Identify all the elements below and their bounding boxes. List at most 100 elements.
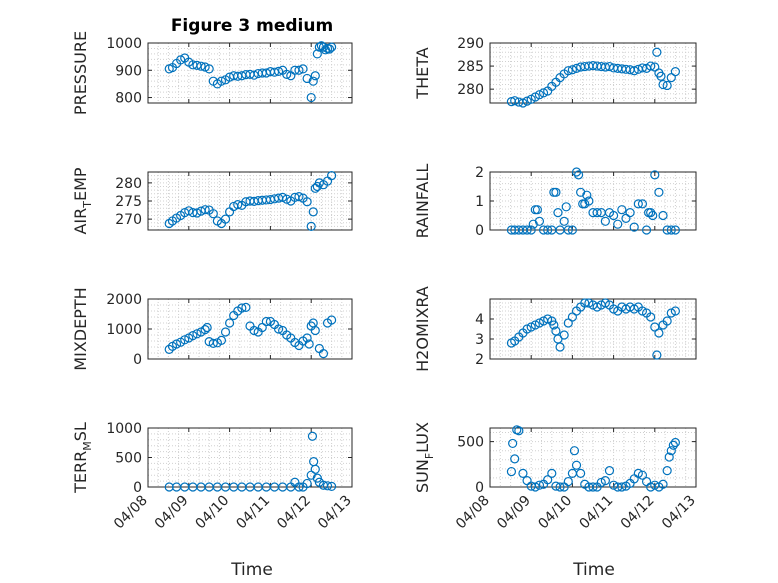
y-tick-label: 280 [457,82,484,98]
data-point [304,339,314,349]
y-axis-label: RAINFALL [413,164,432,239]
data-point [302,73,312,84]
data-point [604,61,615,72]
data-point [553,208,563,218]
data-point [200,205,210,215]
data-point [567,225,578,235]
y-tick-label: 0 [475,223,484,239]
subplot-pressure: 800 900 1000 PRESSURE [71,31,353,115]
y-axis-label-subscript: T [81,201,94,209]
y-axis-label-main: THETA [413,47,432,99]
data-point [625,208,635,218]
subplot-terr-msl: 0 500 1000 04/08 04/09 04/10 04/11 04/12 04/13 TE… [71,421,355,532]
axes-frame [147,42,353,104]
data-point [538,88,549,98]
data-point [629,66,639,76]
axes-frame [489,298,697,360]
y-tick-label: 290 [457,36,484,52]
y-axis-label: H2OMIXRA [413,286,432,372]
data-point [652,47,662,57]
data-point [670,306,681,316]
y-tick-label: 3 [475,332,484,348]
data-point [249,325,259,336]
data-point [600,476,610,486]
data-point [534,216,545,226]
data-point [327,315,337,325]
y-tick-label: 0 [475,480,484,496]
data-point [298,64,308,74]
x-tick-label: 04/09 [494,493,534,533]
data-point [633,468,643,478]
data-point [532,205,542,215]
x-tick-label: 04/08 [111,493,151,533]
y-tick-label: 270 [115,212,142,228]
data-point [310,464,320,474]
data-point [617,482,627,492]
data-point [571,460,582,470]
y-tick-label: 900 [115,63,142,79]
data-point [310,325,320,336]
data-point [664,452,674,462]
data-point [220,214,231,224]
data-point [563,476,573,487]
data-point [637,63,648,73]
data-point [327,42,337,52]
data-point [588,482,598,492]
data-point [518,468,528,478]
data-point [666,225,676,235]
x-tick-label: 04/12 [274,493,314,533]
data-point [596,477,606,488]
data-point [641,476,652,487]
data-point [320,45,331,55]
x-tick-label: 04/08 [453,493,493,533]
y-tick-label: 800 [115,91,142,107]
x-tick-label: 04/13 [659,493,699,533]
data-point [261,316,271,327]
data-point [650,170,660,180]
y-axis-label-rest: EMP [71,167,90,201]
y-axis-label: AIRTEMP [71,167,94,234]
data-point [225,318,235,328]
y-tick-label: 280 [115,176,142,192]
data-point [196,61,206,71]
y-tick-label: 2000 [106,292,142,308]
data-point [637,199,648,209]
data-point [646,61,656,71]
y-axis-label: PRESSURE [71,31,90,115]
data-point [294,65,304,75]
data-point [629,222,639,232]
data-point [563,225,573,235]
data-point [555,342,565,352]
subplot-h2omixra: 2 3 4 H2OMIXRA [413,286,697,372]
data-point [282,69,292,79]
x-tick-label: 04/10 [535,493,575,533]
subplot-theta: 280 285 290 THETA [413,36,697,108]
data-point [294,192,304,202]
data-point [582,190,592,200]
subplot-sun-flux: 0 500 04/08 04/09 04/10 04/11 04/12 04/13 SUNFLU… [413,422,699,532]
data-point [327,481,337,492]
y-tick-label: 0 [133,352,142,368]
x-tick-label: 04/10 [193,493,233,533]
data-point [662,80,672,91]
data-point [514,426,524,436]
data-point [559,330,569,340]
data-point [530,482,540,492]
data-point [249,70,259,80]
data-point [613,219,623,229]
data-point [307,431,318,441]
x-tick-label: 04/13 [315,493,355,533]
y-axis-label-main: AIR [71,208,90,235]
data-point [200,325,210,335]
data-point [171,339,182,349]
data-point [208,209,218,219]
data-point [518,98,528,108]
data-point [646,208,656,218]
data-point [164,344,174,354]
subplot-air-temp: 270 275 280 AIRTEMP [71,167,353,235]
data-point [641,225,652,235]
data-point [662,316,672,326]
data-point [668,440,678,450]
data-point [654,187,664,197]
